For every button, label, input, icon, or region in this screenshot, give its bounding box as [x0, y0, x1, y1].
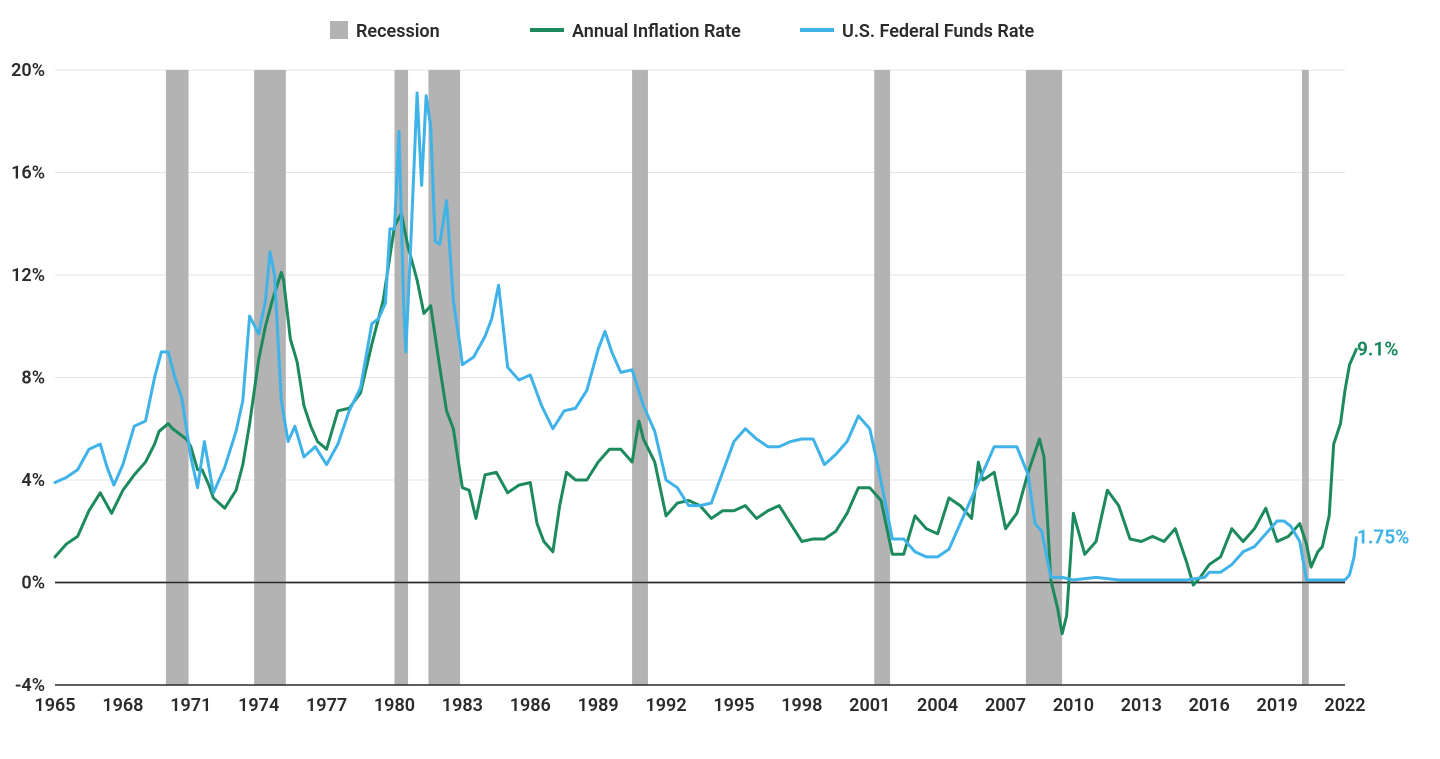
x-tick-label: 1998	[781, 695, 822, 716]
x-tick-label: 2022	[1324, 695, 1365, 716]
x-tick-label: 2004	[917, 695, 958, 716]
legend-label: Recession	[356, 21, 440, 42]
legend-swatch	[330, 21, 348, 39]
legend-label: U.S. Federal Funds Rate	[842, 21, 1035, 42]
legend-label: Annual Inflation Rate	[572, 21, 741, 42]
x-tick-label: 2019	[1257, 695, 1298, 716]
x-tick-label: 2013	[1121, 695, 1162, 716]
x-tick-label: 1995	[713, 695, 754, 716]
x-tick-label: 1983	[442, 695, 483, 716]
rates-chart: -4% 0% 4% 8% 12% 16% 20% 1965 1968 1971 1974 1977 19…	[0, 0, 1440, 759]
x-tick-label: 1989	[578, 695, 619, 716]
end-label: 9.1%	[1357, 337, 1398, 360]
x-tick-label: 2007	[985, 695, 1026, 716]
x-tick-label: 1971	[170, 695, 211, 716]
y-tick-label: 4%	[21, 470, 45, 491]
x-tick-label: 1980	[374, 695, 415, 716]
y-tick-label: 16%	[11, 163, 45, 184]
end-label: 1.75%	[1357, 526, 1409, 549]
y-tick-label: 12%	[11, 265, 45, 286]
recession-band	[874, 70, 890, 685]
recession-band	[1026, 70, 1062, 685]
recession-band	[166, 70, 189, 685]
x-tick-label: 1986	[510, 695, 551, 716]
y-tick-label: 8%	[21, 368, 45, 389]
recession-band	[1302, 70, 1309, 685]
x-tick-label: 1977	[306, 695, 347, 716]
x-tick-label: 2010	[1053, 695, 1094, 716]
x-tick-label: 2001	[849, 695, 890, 716]
x-tick-label: 1965	[34, 695, 75, 716]
x-tick-label: 1968	[102, 695, 143, 716]
x-tick-label: 1974	[238, 695, 279, 716]
y-tick-label: 20%	[11, 60, 45, 81]
x-tick-label: 1992	[645, 695, 686, 716]
x-tick-label: 2016	[1189, 695, 1230, 716]
y-tick-label: -4%	[15, 675, 45, 696]
y-tick-label: 0%	[21, 573, 45, 594]
